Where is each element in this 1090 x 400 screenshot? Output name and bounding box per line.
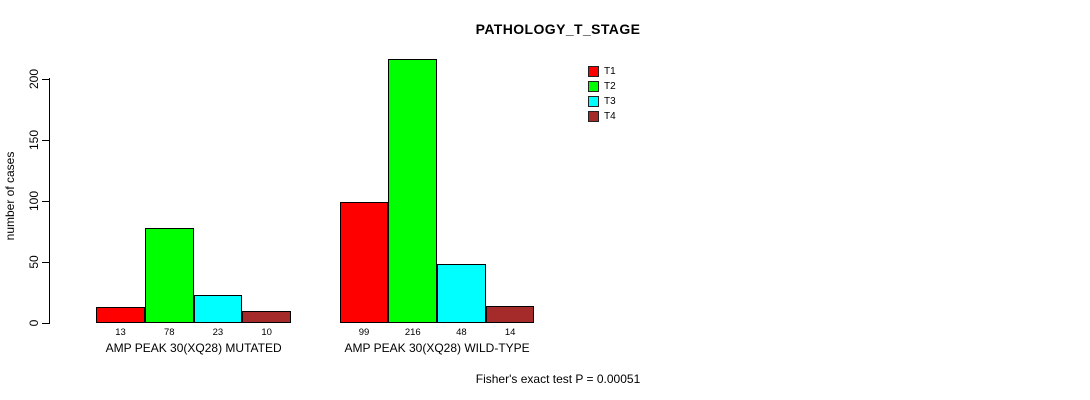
legend-swatch-t4 [588, 111, 599, 122]
legend-item-t3: T3 [588, 94, 616, 109]
bar-t1-group2 [339, 201, 389, 323]
y-tick-label-50: 50 [27, 255, 41, 269]
bar-value-label: 14 [504, 327, 516, 338]
bar-value-label: 99 [358, 327, 370, 338]
y-tick-mark-0 [42, 323, 50, 324]
legend-item-t4: T4 [588, 109, 616, 124]
chart-title: PATHOLOGY_T_STAGE [475, 21, 641, 37]
y-tick-label-0: 0 [27, 319, 41, 327]
bar-t4-group2 [485, 305, 535, 323]
category-label-group2: AMP PEAK 30(XQ28) WILD-TYPE [344, 341, 530, 355]
bar-value-label: 10 [261, 327, 272, 338]
bar-value-label: 216 [404, 327, 421, 338]
legend-label-t4: T4 [604, 111, 616, 122]
bar-t1-group1 [96, 307, 145, 323]
legend: T1 T2 T3 T4 [588, 64, 616, 124]
bar-t2-group2 [388, 58, 438, 323]
y-tick-mark-200 [42, 78, 50, 80]
y-tick-label-150: 150 [27, 129, 41, 150]
bar-t4-group1 [242, 310, 291, 323]
bar-t3-group1 [193, 294, 243, 323]
y-axis-line [49, 78, 50, 323]
legend-swatch-t1 [588, 66, 599, 77]
y-tick-mark-50 [42, 261, 50, 263]
y-tick-label-200: 200 [27, 68, 41, 89]
bar-value-label: 78 [163, 327, 175, 338]
fisher-test-annotation: Fisher's exact test P = 0.00051 [475, 372, 641, 386]
legend-item-t1: T1 [588, 64, 616, 79]
legend-swatch-t3 [588, 96, 599, 107]
y-tick-label-100: 100 [27, 190, 41, 211]
legend-label-t3: T3 [604, 96, 616, 107]
legend-label-t1: T1 [604, 66, 616, 77]
bar-t3-group2 [437, 264, 486, 323]
category-label-group1: AMP PEAK 30(XQ28) MUTATED [105, 341, 282, 355]
legend-label-t2: T2 [604, 81, 616, 92]
bar-value-label: 13 [115, 327, 126, 338]
legend-swatch-t2 [588, 81, 599, 92]
bar-t2-group1 [144, 227, 194, 323]
bar-value-label: 48 [456, 327, 467, 338]
y-tick-mark-100 [42, 200, 50, 202]
legend-item-t2: T2 [588, 79, 616, 94]
y-tick-mark-150 [42, 139, 50, 141]
y-axis-label: number of cases [3, 151, 17, 241]
bar-value-label: 23 [212, 327, 224, 338]
